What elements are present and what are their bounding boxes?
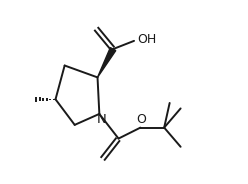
Polygon shape <box>97 48 116 77</box>
Text: N: N <box>97 113 107 126</box>
Text: O: O <box>136 114 146 126</box>
Text: OH: OH <box>137 33 156 46</box>
